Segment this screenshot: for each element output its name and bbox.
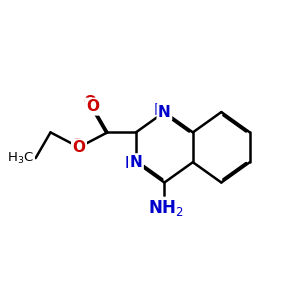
Text: O: O	[83, 95, 96, 110]
Text: N: N	[130, 155, 142, 170]
Text: H$_3$C: H$_3$C	[7, 151, 34, 166]
Text: N: N	[153, 103, 166, 118]
Text: N: N	[125, 156, 137, 171]
Text: NH$_2$: NH$_2$	[149, 200, 185, 220]
Text: O: O	[70, 138, 83, 153]
Text: O: O	[86, 99, 99, 114]
Text: O: O	[73, 140, 85, 155]
Text: N: N	[158, 104, 171, 119]
Text: NH$_2$: NH$_2$	[148, 198, 184, 218]
Text: H$_3$C: H$_3$C	[4, 153, 32, 168]
